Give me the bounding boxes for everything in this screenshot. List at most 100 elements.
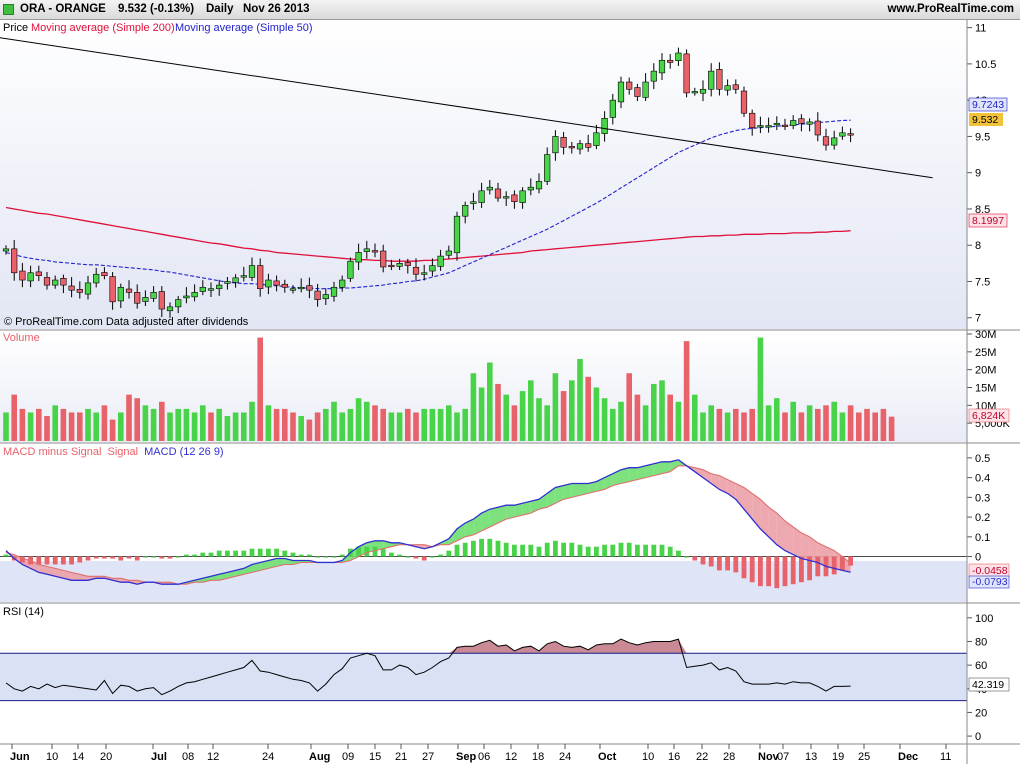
candle — [626, 77, 633, 95]
candle — [35, 265, 42, 282]
volume-bar — [68, 412, 75, 441]
volume-bar — [77, 412, 83, 441]
macd-cloud-segment — [670, 459, 679, 472]
candle-body — [339, 279, 346, 288]
candle-body — [716, 69, 723, 90]
macd-hist-bar — [774, 556, 780, 589]
candle — [421, 264, 428, 281]
macd-cloud-segment — [38, 564, 47, 575]
volume-title: Volume — [3, 332, 40, 344]
macd-hist-bar — [372, 546, 378, 557]
title-bar: ORA - ORANGE 9.532 (-0.13%) Daily Nov 26… — [0, 0, 1020, 20]
candle — [511, 190, 518, 209]
volume-bar — [503, 394, 509, 441]
candle-body — [519, 190, 526, 203]
volume-bar — [437, 408, 444, 441]
macd-hist-bar — [61, 556, 66, 565]
candle-body — [142, 297, 149, 302]
candle-body — [257, 265, 264, 290]
candle-body — [281, 283, 288, 288]
candle-body — [199, 286, 206, 292]
candle — [650, 63, 657, 90]
candle — [839, 126, 846, 140]
volume-bar — [298, 416, 304, 441]
candle — [773, 116, 780, 131]
candle-body — [371, 250, 379, 253]
candle — [363, 240, 370, 259]
candle-body — [232, 277, 239, 283]
candle — [691, 87, 698, 96]
volume-bar — [831, 401, 837, 441]
candle — [642, 73, 649, 102]
x-tick-label: 24 — [262, 751, 274, 763]
sma200-line — [5, 206, 851, 262]
trendline[interactable] — [0, 28, 933, 179]
macd-hist-bar — [151, 556, 156, 558]
candle — [412, 258, 420, 282]
x-tick-label: Dec — [898, 751, 918, 763]
macd-hist-bar — [569, 542, 575, 557]
candle-body — [355, 252, 362, 263]
macd-cloud-segment — [448, 528, 457, 545]
chart-canvas[interactable]: Price Moving average (Simple 200) Moving… — [0, 20, 1020, 764]
candle-body — [330, 286, 338, 297]
candle — [568, 141, 575, 154]
candle — [388, 259, 395, 271]
volume-bar — [716, 408, 723, 441]
candle — [68, 277, 75, 298]
macd-hist-bar — [159, 556, 165, 559]
price-y-tick-label: 11 — [975, 23, 986, 35]
candle-body — [175, 299, 182, 308]
svg-text:8.1997: 8.1997 — [972, 215, 1004, 227]
macd-hist-bar — [200, 552, 206, 557]
macd-hist-bar — [315, 556, 320, 558]
volume-bar — [847, 405, 854, 441]
candle-body — [552, 136, 559, 154]
macd-cloud-segment — [768, 507, 777, 545]
candle — [486, 180, 493, 195]
candle-body — [134, 292, 141, 304]
volume-bar — [741, 412, 747, 441]
candle-body — [224, 281, 231, 284]
candle-body — [691, 91, 698, 94]
macd-hist-bar — [684, 556, 689, 558]
candle — [281, 279, 288, 293]
price-y-tick-label: 7.5 — [975, 276, 990, 288]
macd-title-macd: MACD (12 26 9) — [144, 446, 223, 458]
macd-hist-bar — [766, 556, 771, 587]
x-tick-label: 06 — [478, 751, 490, 763]
x-tick-label: 25 — [858, 751, 870, 763]
volume-bar — [19, 408, 26, 441]
macd-hist-bar — [831, 556, 837, 575]
volume-bar — [487, 362, 493, 441]
volume-bar — [405, 408, 411, 441]
macd-title-signal: Signal — [107, 446, 138, 458]
candle-body — [396, 263, 403, 267]
macd-hist-bar — [44, 556, 50, 565]
volume-bar — [782, 412, 788, 441]
candle-body — [708, 70, 715, 90]
macd-hist-bar — [741, 556, 747, 579]
macd-hist-bar — [733, 556, 739, 573]
candle — [404, 258, 411, 274]
macd-hist-bar — [692, 556, 698, 561]
candle — [462, 201, 469, 224]
candle-body — [626, 81, 633, 90]
volume-bar — [118, 412, 124, 441]
candle-body — [675, 52, 682, 62]
candle-body — [314, 290, 321, 300]
macd-cloud-segment — [612, 469, 621, 486]
volume-bar — [544, 405, 550, 441]
macd-negative-zone — [0, 561, 967, 602]
volume-bar — [183, 408, 190, 441]
volume-bar — [724, 412, 731, 441]
site-url[interactable]: www.ProRealTime.com — [887, 3, 1014, 15]
rsi-title: RSI (14) — [3, 606, 44, 618]
candle — [199, 280, 206, 296]
candle-body — [486, 186, 493, 191]
candle — [683, 49, 690, 98]
volume-bar — [601, 398, 608, 441]
macd-hist-bar — [585, 546, 591, 557]
macd-hist-bar — [815, 556, 821, 577]
price-pane: Price Moving average (Simple 200) Moving… — [0, 20, 1008, 329]
